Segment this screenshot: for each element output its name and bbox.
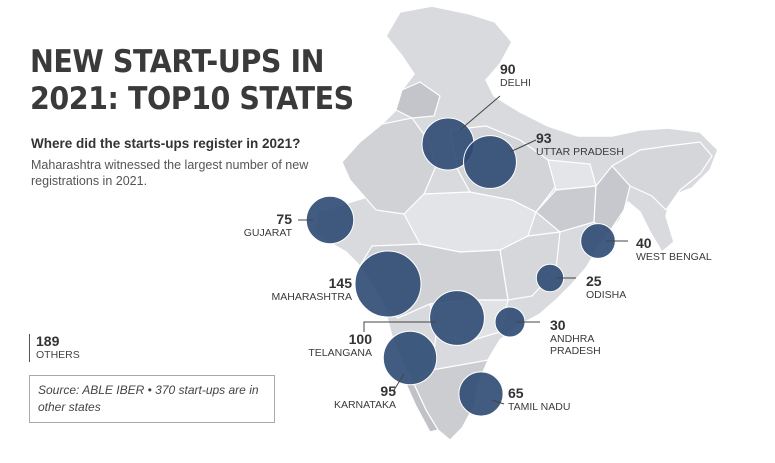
region-bihar [547,159,597,191]
title-line-1: NEW START-UPS IN [30,44,325,80]
leader-karnataka [393,373,405,391]
value-telangana: 100 [349,331,373,347]
source-note: Source: ABLE IBER • 370 start-ups are in… [29,375,275,423]
value-andhra-pradesh: 30 [550,317,566,333]
bubble-karnataka [382,330,438,386]
leader-uttar-pradesh [509,139,537,153]
others-label: OTHERS [36,349,80,361]
label-andhra-pradesh-0: ANDHRA [550,333,594,345]
bubble-gujarat [305,195,355,245]
region-west-bengal [593,165,631,235]
region-punjab [395,81,441,119]
title-line-2: 2021: TOP10 STATES [30,81,354,117]
bubble-tamil-nadu [458,371,504,417]
label-telangana: TELANGANA [308,347,372,359]
value-maharashtra: 145 [329,275,353,291]
value-karnataka: 95 [380,383,396,399]
bubble-telangana [429,290,485,346]
value-delhi: 90 [500,61,516,77]
label-uttar-pradesh: UTTAR PRADESH [536,146,624,158]
others-callout: 189 OTHERS [29,334,80,362]
leader-telangana [363,321,436,332]
page-title: NEW START-UPS IN 2021: TOP10 STATES [30,44,354,118]
region-northeast [611,141,713,211]
description: Maharashtra witnessed the largest number… [31,158,309,188]
label-delhi: DELHI [500,77,531,89]
label-west-bengal: WEST BENGAL [636,251,712,263]
bubble-layer [305,117,616,417]
bubble-maharashtra [354,250,422,318]
label-andhra-pradesh-1: PRADESH [550,345,601,357]
bubble-uttar-pradesh [463,135,517,189]
leader-tamil-nadu [491,399,505,405]
label-gujarat: GUJARAT [244,227,293,239]
leader-lines [298,95,628,405]
others-value: 189 [36,333,60,349]
value-uttar-pradesh: 93 [536,130,552,146]
value-tamil-nadu: 65 [508,385,524,401]
label-tamil-nadu: TAMIL NADU [508,401,570,413]
label-maharashtra: MAHARASHTRA [271,291,352,303]
subtitle: Where did the starts-ups register in 202… [31,136,301,151]
label-karnataka: KARNATAKA [334,399,396,411]
value-gujarat: 75 [276,211,292,227]
value-west-bengal: 40 [636,235,652,251]
leader-delhi [459,95,501,131]
label-odisha: ODISHA [586,289,626,301]
value-odisha: 25 [586,273,602,289]
